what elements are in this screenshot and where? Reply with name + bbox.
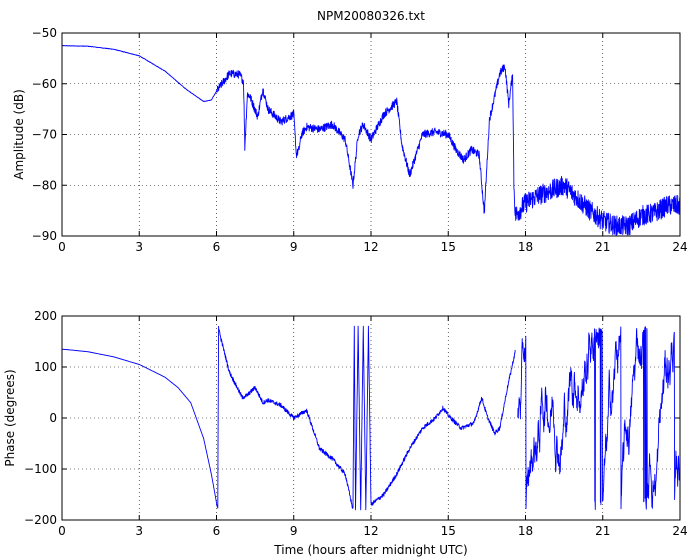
amplitude-y-axis-label: Amplitude (dB) [12,89,26,180]
phase-x-tick-label: 6 [213,524,221,538]
amplitude-title: NPM20080326.txt [317,9,425,23]
phase-plot-frame [61,315,681,521]
amplitude-y-tick-label: −70 [32,128,57,142]
amplitude-plot-frame [61,32,681,237]
amplitude-x-tick-label: 24 [672,240,687,254]
amplitude-x-tick-label: 21 [595,240,610,254]
amplitude-subplot: NPM20080326.txt 0 3 6 9 12 15 18 21 24 −90 −80 −70 −… [12,9,688,254]
amplitude-y-tick-label: −60 [32,77,57,91]
amplitude-x-tick-label: 12 [363,240,378,254]
phase-trace-0 [61,325,516,511]
phase-y-tick-label: −200 [24,513,57,527]
phase-x-tick-label: 9 [290,524,298,538]
amplitude-x-tick-label: 3 [135,240,143,254]
phase-x-tick-label: 18 [518,524,533,538]
phase-y-tick-label: 100 [34,360,57,374]
phase-x-tick-label: 24 [672,524,687,538]
phase-x-tick-label: 21 [595,524,610,538]
amplitude-x-tick-label: 15 [441,240,456,254]
amplitude-y-tick-label: −90 [32,229,57,243]
phase-y-tick-label: 200 [34,309,57,323]
phase-x-tick-label: 12 [363,524,378,538]
phase-x-axis-label: Time (hours after midnight UTC) [273,543,467,557]
phase-trace-1 [517,326,681,510]
phase-subplot: 0 3 6 9 12 15 18 21 24 −200 −100 0 100 200 Phase (deg… [3,309,688,557]
amplitude-x-tick-label: 6 [213,240,221,254]
phase-y-axis-label: Phase (degrees) [3,369,17,466]
amplitude-x-tick-label: 0 [58,240,66,254]
phase-x-tick-label: 0 [58,524,66,538]
phase-x-tick-label: 15 [441,524,456,538]
phase-y-tick-label: 0 [49,411,57,425]
amplitude-y-tick-label: −50 [32,26,57,40]
amplitude-x-tick-label: 9 [290,240,298,254]
phase-y-tick-label: −100 [24,462,57,476]
amplitude-x-tick-label: 18 [518,240,533,254]
amplitude-y-tick-label: −80 [32,178,57,192]
phase-x-tick-label: 3 [135,524,143,538]
amplitude-trace-0 [61,45,681,237]
